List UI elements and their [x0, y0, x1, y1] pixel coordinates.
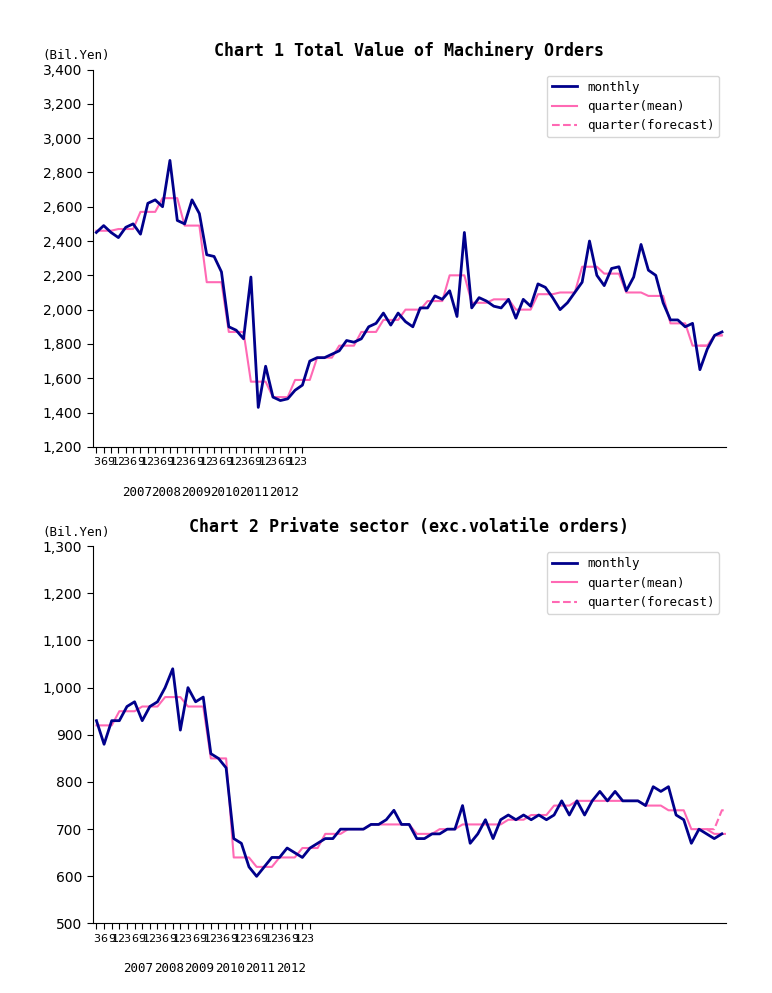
monthly [481, 814, 490, 826]
monthly [107, 226, 116, 238]
Line: quarter(mean): quarter(mean) [96, 199, 722, 397]
monthly [191, 696, 200, 708]
quarter(mean) [121, 223, 130, 235]
monthly [717, 326, 726, 338]
Title: Chart 2 Private sector (exc.volatile orders): Chart 2 Private sector (exc.volatile ord… [189, 518, 629, 536]
quarter(mean) [636, 287, 645, 299]
quarter(mean) [389, 818, 398, 830]
monthly [158, 201, 168, 213]
monthly [165, 155, 174, 167]
quarter(mean) [585, 261, 594, 273]
Text: 2008: 2008 [151, 486, 181, 498]
quarter(mean) [107, 224, 116, 236]
quarter(forecast) [702, 823, 711, 835]
Text: (Bil.Yen): (Bil.Yen) [42, 525, 110, 538]
Text: 2012: 2012 [276, 962, 306, 975]
Text: 2012: 2012 [269, 486, 299, 498]
quarter(mean) [269, 391, 278, 403]
monthly [229, 832, 239, 844]
Text: 2007: 2007 [122, 486, 152, 498]
quarter(mean) [717, 330, 726, 342]
quarter(mean) [618, 794, 628, 806]
quarter(forecast) [717, 330, 726, 342]
Line: quarter(forecast): quarter(forecast) [700, 336, 722, 346]
quarter(mean) [100, 719, 109, 731]
quarter(forecast) [703, 340, 712, 352]
Text: 2008: 2008 [154, 962, 184, 975]
monthly [636, 238, 645, 250]
monthly [408, 321, 418, 333]
quarter(mean) [165, 193, 174, 205]
Line: monthly: monthly [96, 669, 722, 876]
monthly [717, 828, 726, 840]
quarter(mean) [587, 794, 597, 806]
Line: quarter(forecast): quarter(forecast) [706, 810, 730, 829]
Text: 2011: 2011 [245, 962, 276, 975]
Text: 2009: 2009 [181, 486, 211, 498]
Legend: monthly, quarter(mean), quarter(forecast): monthly, quarter(mean), quarter(forecast… [547, 552, 720, 614]
monthly [557, 794, 567, 806]
quarter(forecast) [725, 804, 734, 816]
quarter(mean) [725, 828, 734, 840]
quarter(forecast) [717, 804, 726, 816]
quarter(forecast) [709, 823, 719, 835]
quarter(forecast) [696, 340, 705, 352]
monthly [252, 870, 261, 882]
quarter(mean) [252, 861, 261, 873]
monthly [254, 401, 263, 413]
Title: Chart 1 Total Value of Machinery Orders: Chart 1 Total Value of Machinery Orders [214, 41, 604, 60]
quarter(mean) [130, 705, 139, 717]
monthly [585, 235, 594, 247]
quarter(forecast) [710, 330, 720, 342]
quarter(mean) [161, 691, 170, 703]
Line: monthly: monthly [96, 161, 722, 407]
quarter(mean) [408, 304, 418, 316]
monthly [595, 785, 604, 797]
monthly [168, 663, 178, 675]
monthly [92, 715, 101, 727]
quarter(mean) [158, 193, 168, 205]
quarter(mean) [92, 224, 101, 236]
Text: (Bil.Yen): (Bil.Yen) [42, 49, 110, 62]
Text: 2007: 2007 [124, 962, 154, 975]
Text: 2010: 2010 [215, 962, 245, 975]
monthly [92, 226, 101, 238]
Text: 2011: 2011 [239, 486, 269, 498]
Legend: monthly, quarter(mean), quarter(forecast): monthly, quarter(mean), quarter(forecast… [547, 75, 720, 137]
monthly [130, 696, 139, 708]
quarter(mean) [420, 828, 429, 840]
quarter(mean) [92, 719, 101, 731]
Text: 2010: 2010 [210, 486, 240, 498]
Text: 2009: 2009 [185, 962, 215, 975]
Line: quarter(mean): quarter(mean) [96, 697, 730, 867]
monthly [121, 221, 130, 233]
